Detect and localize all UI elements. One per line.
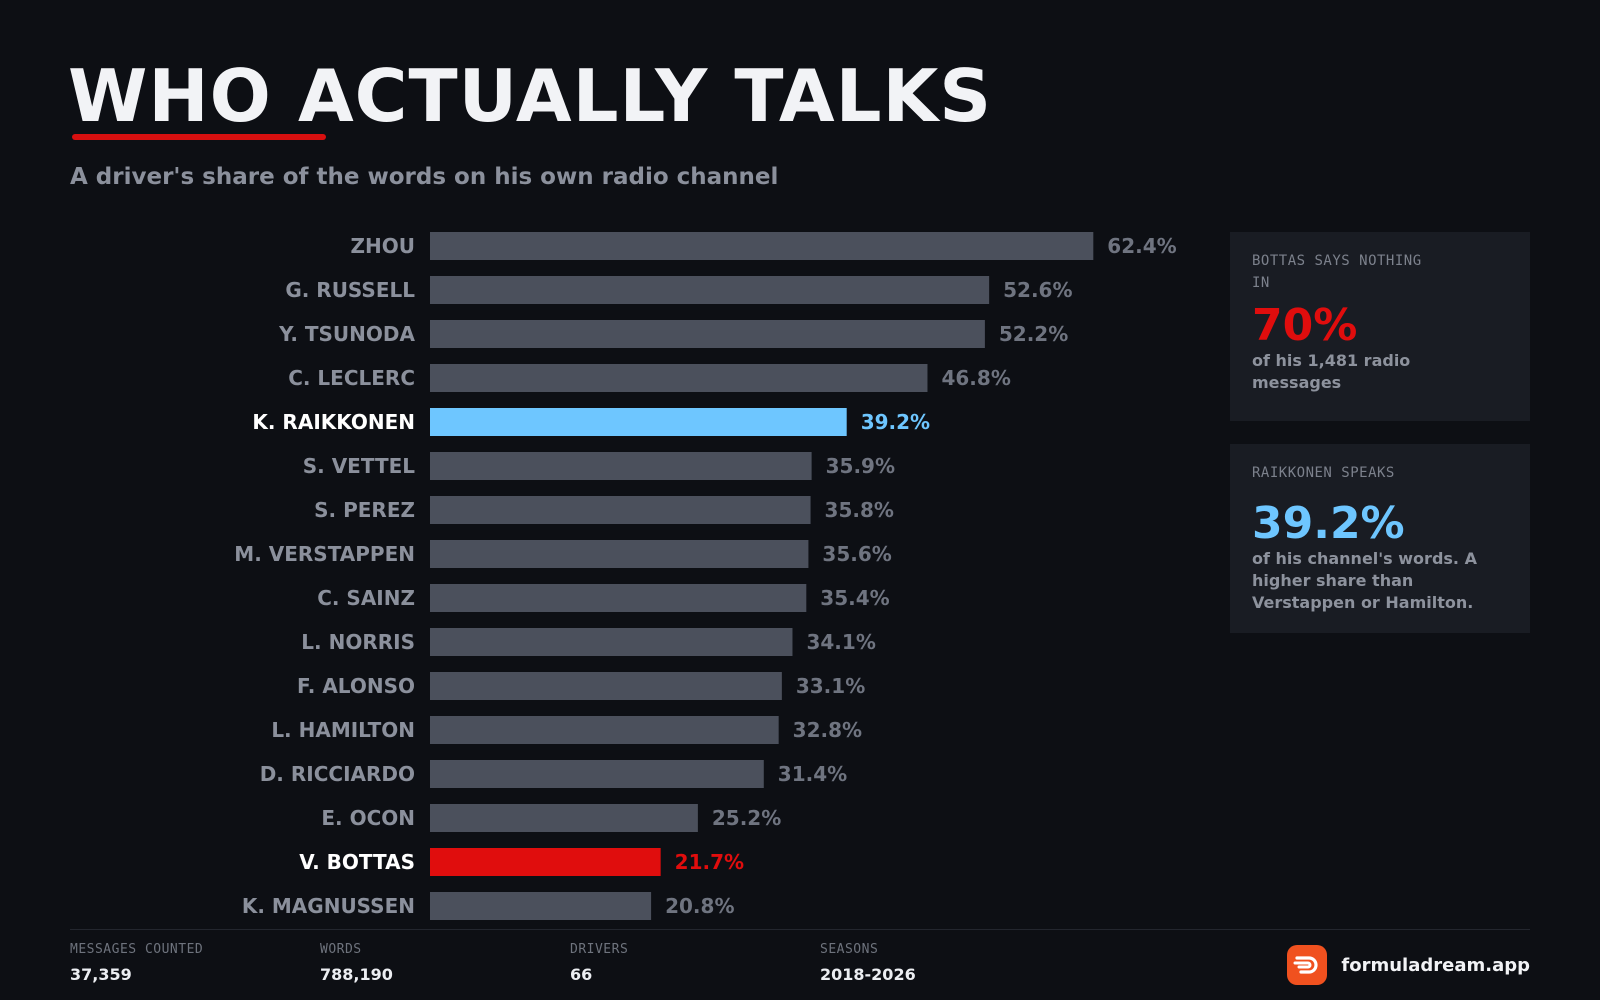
category-label: F. ALONSO	[297, 674, 415, 698]
category-label: K. RAIKKONEN	[252, 410, 415, 434]
bar-l-hamilton	[430, 716, 779, 744]
title-underline	[72, 134, 326, 140]
footer-stat-words: WORDS 788,190	[320, 942, 393, 984]
stat-value: 2018-2026	[820, 965, 916, 984]
footer-divider	[70, 929, 1530, 930]
card-big-value: 39.2%	[1252, 498, 1405, 549]
value-label: 21.7%	[675, 850, 744, 874]
bar-v-bottas	[430, 848, 661, 876]
formuladream-logo-icon	[1287, 945, 1328, 985]
value-label: 34.1%	[806, 630, 875, 654]
value-label: 52.6%	[1003, 278, 1072, 302]
category-label: ZHOU	[351, 234, 415, 258]
stat-value: 66	[570, 965, 593, 984]
value-label: 20.8%	[665, 894, 734, 918]
stat-label: SEASONS	[820, 942, 879, 957]
bar-m-verstappen	[430, 540, 809, 568]
category-label: G. RUSSELL	[285, 278, 415, 302]
bar-zhou	[430, 232, 1094, 260]
value-label: 32.8%	[793, 718, 862, 742]
category-label: D. RICCIARDO	[260, 762, 415, 786]
category-label: M. VERSTAPPEN	[234, 542, 415, 566]
raikkonen-stat-card: RAIKKONEN SPEAKS 39.2% of his channel's …	[1230, 444, 1530, 633]
category-label: Y. TSUNODA	[278, 322, 415, 346]
bar-chart: ZHOU 62.4% G. RUSSELL 52.6% Y. TSUNODA 52.2% C…	[234, 232, 1177, 920]
bar-y-tsunoda	[430, 320, 985, 348]
card-big-value: 70%	[1252, 300, 1358, 351]
bar-e-ocon	[430, 804, 698, 832]
stat-value: 788,190	[320, 965, 393, 984]
bar-d-ricciardo	[430, 760, 764, 788]
stat-label: MESSAGES COUNTED	[70, 942, 204, 957]
brand[interactable]: formuladream.app	[1287, 945, 1530, 985]
value-label: 31.4%	[778, 762, 847, 786]
value-label: 35.8%	[825, 498, 894, 522]
card-description: of his channel's words. A higher share t…	[1252, 549, 1477, 612]
category-label: L. HAMILTON	[271, 718, 415, 742]
value-label: 35.4%	[820, 586, 889, 610]
bar-l-norris	[430, 628, 793, 656]
footer-stat-seasons: SEASONS 2018-2026	[820, 942, 916, 984]
stat-label: DRIVERS	[570, 942, 629, 957]
bar-s-vettel	[430, 452, 812, 480]
bar-k-magnussen	[430, 892, 652, 920]
value-label: 46.8%	[941, 366, 1010, 390]
bar-f-alonso	[430, 672, 782, 700]
category-label: S. VETTEL	[303, 454, 416, 478]
category-label: E. OCON	[321, 806, 415, 830]
category-label: C. LECLERC	[288, 366, 415, 390]
category-label: L. NORRIS	[301, 630, 415, 654]
brand-name: formuladream.app	[1341, 954, 1530, 976]
value-label: 62.4%	[1107, 234, 1176, 258]
page-title: WHO ACTUALLY TALKS	[68, 54, 993, 138]
footer-stat-messages: MESSAGES COUNTED 37,359	[70, 942, 203, 984]
category-label: C. SAINZ	[317, 586, 415, 610]
footer-stat-drivers: DRIVERS 66	[570, 942, 628, 984]
bar-c-sainz	[430, 584, 807, 612]
category-label: K. MAGNUSSEN	[242, 894, 415, 918]
value-label: 33.1%	[796, 674, 865, 698]
bottas-stat-card: BOTTAS SAYS NOTHING IN 70% of his 1,481 …	[1230, 232, 1530, 421]
page-subtitle: A driver's share of the words on his own…	[70, 164, 779, 190]
stat-label: WORDS	[320, 942, 362, 957]
stat-value: 37,359	[70, 965, 132, 984]
category-label: S. PEREZ	[314, 498, 415, 522]
value-label: 25.2%	[712, 806, 781, 830]
category-label: V. BOTTAS	[299, 850, 415, 874]
card-label: BOTTAS SAYS NOTHING IN	[1252, 253, 1422, 291]
card-label: RAIKKONEN SPEAKS	[1252, 465, 1395, 481]
bar-c-leclerc	[430, 364, 928, 392]
bar-g-russell	[430, 276, 990, 304]
value-label: 35.6%	[822, 542, 891, 566]
value-label: 39.2%	[861, 410, 930, 434]
value-label: 52.2%	[999, 322, 1068, 346]
value-label: 35.9%	[826, 454, 895, 478]
bar-k-raikkonen	[430, 408, 847, 436]
card-description: of his 1,481 radio messages	[1252, 351, 1411, 392]
bar-s-perez	[430, 496, 811, 524]
